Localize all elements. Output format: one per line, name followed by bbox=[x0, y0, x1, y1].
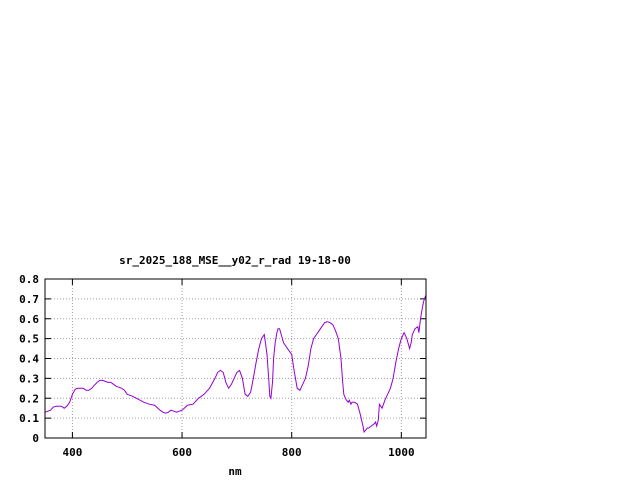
series-line bbox=[44, 294, 427, 434]
y-tick-label: 0.8 bbox=[19, 273, 39, 286]
y-tick-label: 0.7 bbox=[19, 293, 39, 306]
chart-title: sr_2025_188_MSE__y02_r_rad 19-18-00 bbox=[119, 254, 351, 267]
y-tick-label: 0.3 bbox=[19, 372, 39, 385]
y-tick-label: 0.4 bbox=[19, 353, 39, 366]
y-tick-label: 0.6 bbox=[19, 313, 39, 326]
plot-area-border bbox=[44, 278, 427, 439]
x-tick-label: 400 bbox=[62, 446, 82, 459]
x-tick-label: 800 bbox=[282, 446, 302, 459]
x-tick-label: 1000 bbox=[388, 446, 415, 459]
y-tick-label: 0.5 bbox=[19, 333, 39, 346]
y-tick-label: 0 bbox=[32, 432, 39, 445]
axis-ticks: 0 0.1 0.2 0.3 0.4 0.5 0.6 0.7 0.8 400 600 800 1000 bbox=[19, 273, 426, 459]
y-tick-label: 0.1 bbox=[19, 412, 39, 425]
grid-lines bbox=[45, 279, 426, 438]
x-tick-label: 600 bbox=[172, 446, 192, 459]
data-series bbox=[44, 294, 427, 434]
y-tick-label: 0.2 bbox=[19, 392, 39, 405]
x-axis-label: nm bbox=[228, 465, 242, 478]
